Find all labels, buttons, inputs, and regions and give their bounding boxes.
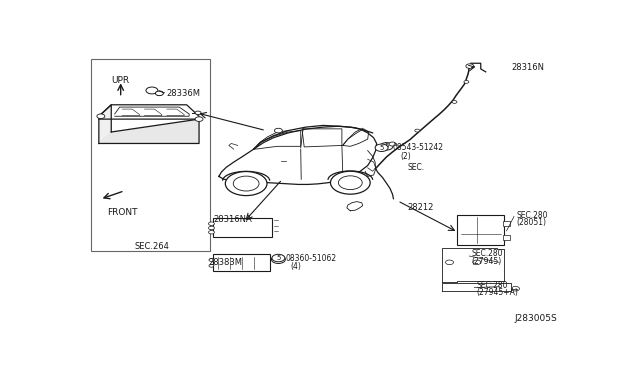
Text: J283005S: J283005S [515,314,557,323]
Polygon shape [442,283,511,291]
Text: 5: 5 [276,255,280,261]
Circle shape [97,114,105,119]
Circle shape [445,260,454,264]
Text: 5: 5 [276,256,280,263]
Polygon shape [442,248,504,282]
Bar [457,215,504,245]
Circle shape [209,259,214,262]
Text: 28316NA: 28316NA [213,215,252,224]
Text: 5: 5 [385,143,388,149]
Text: SEC.: SEC. [408,163,424,172]
Text: SEC.280: SEC.280 [516,211,548,219]
Circle shape [272,254,285,262]
Bar [502,235,510,240]
Circle shape [511,286,520,291]
Circle shape [209,264,214,267]
Circle shape [209,226,214,230]
Text: 5: 5 [380,145,384,151]
Circle shape [339,176,362,190]
Bar [213,218,273,237]
Circle shape [389,142,396,146]
Text: FRONT: FRONT [107,208,138,217]
Text: UPR: UPR [111,76,130,85]
Circle shape [195,111,201,115]
Circle shape [275,128,282,133]
Bar [275,257,282,262]
Text: (27945+A): (27945+A) [477,288,518,298]
Circle shape [380,142,393,150]
Text: 28316N: 28316N [511,63,545,72]
Circle shape [473,260,481,264]
Circle shape [330,171,370,194]
Bar [213,254,270,271]
Text: 08543-51242: 08543-51242 [392,143,444,152]
Circle shape [195,117,203,121]
Text: (27945): (27945) [472,257,502,266]
Text: 08360-51062: 08360-51062 [286,254,337,263]
Text: SEC.264: SEC.264 [134,242,170,251]
Circle shape [209,222,214,225]
Circle shape [466,64,474,68]
Text: SEC.280: SEC.280 [477,281,508,290]
Circle shape [452,100,457,103]
Bar [502,221,510,226]
Circle shape [375,144,388,151]
Circle shape [225,171,267,196]
Circle shape [233,176,259,191]
Circle shape [464,80,469,83]
Polygon shape [99,105,199,119]
Circle shape [156,91,163,96]
Polygon shape [99,119,199,144]
Circle shape [209,231,214,234]
Text: (2): (2) [400,152,411,161]
Circle shape [271,256,285,263]
Text: SEC.280: SEC.280 [472,249,503,258]
Bar [91,59,210,251]
Circle shape [415,129,420,132]
Circle shape [146,87,158,94]
Text: 28336M: 28336M [167,89,201,98]
Text: (4): (4) [291,262,301,271]
Text: 28212: 28212 [408,203,434,212]
Text: (28051): (28051) [516,218,547,227]
Text: 28383M: 28383M [208,258,242,267]
Polygon shape [99,105,111,144]
